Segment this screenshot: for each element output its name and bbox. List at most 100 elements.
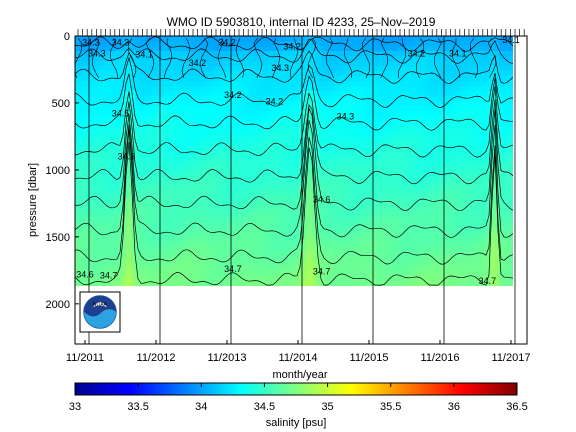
salinity-cell <box>455 36 460 42</box>
salinity-cell <box>239 116 244 122</box>
salinity-cell <box>423 111 428 117</box>
salinity-cell <box>271 66 276 72</box>
salinity-cell <box>447 131 452 137</box>
salinity-cell <box>163 201 168 207</box>
salinity-cell <box>139 256 144 262</box>
salinity-cell <box>307 51 312 57</box>
salinity-cell <box>419 141 424 147</box>
salinity-cell <box>175 126 180 132</box>
salinity-cell <box>151 281 156 286</box>
salinity-cell <box>455 201 460 207</box>
salinity-cell <box>191 181 196 187</box>
salinity-cell <box>151 36 156 42</box>
salinity-cell <box>427 161 432 167</box>
salinity-cell <box>223 146 228 152</box>
salinity-cell <box>447 231 452 237</box>
salinity-cell <box>431 41 436 47</box>
salinity-cell <box>263 251 268 257</box>
salinity-cell <box>107 56 112 62</box>
salinity-cell <box>199 206 204 212</box>
salinity-cell <box>395 281 400 286</box>
salinity-cell <box>215 241 220 247</box>
salinity-cell <box>459 186 464 192</box>
salinity-cell <box>127 216 132 222</box>
salinity-cell <box>407 196 412 202</box>
salinity-cell <box>411 46 416 52</box>
salinity-cell <box>139 76 144 82</box>
salinity-cell <box>303 86 308 92</box>
salinity-cell <box>195 96 200 102</box>
salinity-cell <box>387 241 392 247</box>
salinity-cell <box>363 121 368 127</box>
salinity-cell <box>119 81 124 87</box>
salinity-cell <box>339 76 344 82</box>
salinity-cell <box>231 46 236 52</box>
salinity-cell <box>391 66 396 72</box>
salinity-cell <box>203 281 208 286</box>
salinity-cell <box>355 216 360 222</box>
salinity-cell <box>431 156 436 162</box>
salinity-cell <box>335 206 340 212</box>
salinity-cell <box>387 66 392 72</box>
salinity-cell <box>159 191 164 197</box>
salinity-cell <box>347 61 352 67</box>
salinity-cell <box>307 61 312 67</box>
salinity-cell <box>219 276 224 282</box>
salinity-cell <box>459 156 464 162</box>
salinity-cell <box>255 151 260 157</box>
salinity-cell <box>259 226 264 232</box>
salinity-cell <box>279 71 284 77</box>
salinity-cell <box>335 96 340 102</box>
salinity-cell <box>311 91 316 97</box>
salinity-cell <box>175 46 180 52</box>
salinity-cell <box>91 131 96 137</box>
salinity-cell <box>351 36 356 42</box>
salinity-cell <box>463 256 468 262</box>
salinity-cell <box>423 266 428 272</box>
salinity-cell <box>83 91 88 97</box>
salinity-cell <box>447 61 452 67</box>
salinity-cell <box>147 106 152 112</box>
salinity-cell <box>191 116 196 122</box>
salinity-cell <box>147 141 152 147</box>
salinity-cell <box>279 116 284 122</box>
salinity-cell <box>399 261 404 267</box>
salinity-cell <box>399 141 404 147</box>
salinity-cell <box>187 81 192 87</box>
salinity-cell <box>351 66 356 72</box>
salinity-cell <box>243 156 248 162</box>
salinity-cell <box>211 61 216 67</box>
salinity-cell <box>311 121 316 127</box>
salinity-cell <box>139 161 144 167</box>
salinity-cell <box>291 121 296 127</box>
salinity-cell <box>211 191 216 197</box>
salinity-cell <box>387 156 392 162</box>
salinity-cell <box>259 51 264 57</box>
salinity-cell <box>447 246 452 252</box>
salinity-cell <box>367 166 372 172</box>
salinity-cell <box>107 126 112 132</box>
salinity-cell <box>275 221 280 227</box>
salinity-cell <box>443 186 448 192</box>
salinity-cell <box>219 231 224 237</box>
salinity-cell <box>387 181 392 187</box>
salinity-cell <box>403 71 408 77</box>
salinity-cell <box>463 206 468 212</box>
salinity-cell <box>323 166 328 172</box>
salinity-cell <box>143 271 148 277</box>
salinity-cell <box>295 176 300 182</box>
salinity-cell <box>355 206 360 212</box>
salinity-cell <box>147 76 152 82</box>
salinity-cell <box>239 246 244 252</box>
salinity-cell <box>263 41 268 47</box>
salinity-cell <box>387 101 392 107</box>
salinity-cell <box>223 281 228 286</box>
salinity-cell <box>235 251 240 257</box>
salinity-cell <box>219 241 224 247</box>
salinity-cell <box>167 126 172 132</box>
salinity-cell <box>75 206 80 212</box>
salinity-cell <box>291 256 296 262</box>
salinity-cell <box>415 206 420 212</box>
salinity-cell <box>139 196 144 202</box>
